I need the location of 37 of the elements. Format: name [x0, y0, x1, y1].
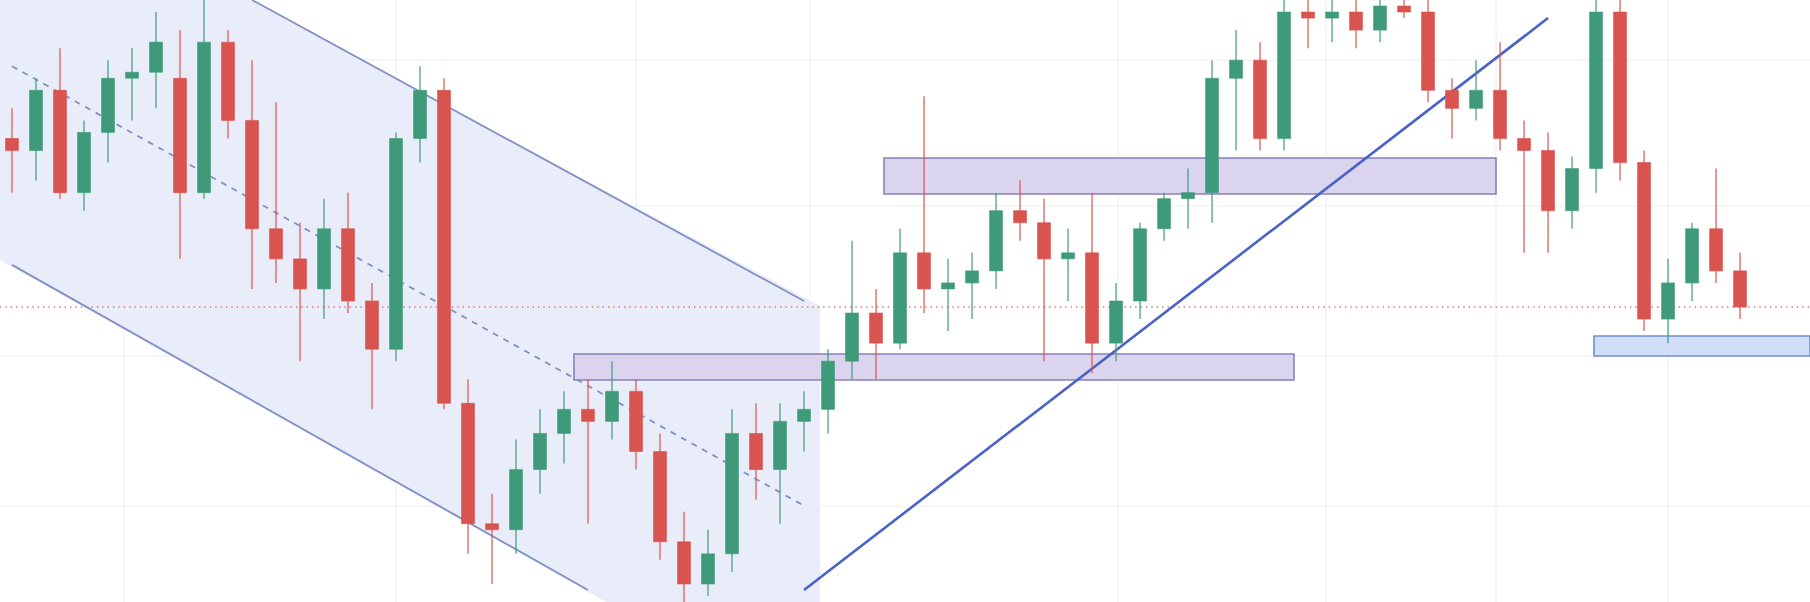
- candlestick: [605, 360, 619, 441]
- candlestick: [5, 107, 19, 194]
- candlestick: [293, 222, 307, 362]
- candlestick: [581, 378, 595, 525]
- candlestick: [269, 101, 283, 284]
- candlestick: [533, 408, 547, 495]
- candlestick: [1709, 167, 1723, 284]
- candlestick: [1157, 192, 1171, 242]
- candlestick: [1373, 0, 1387, 43]
- candlestick: [1565, 155, 1579, 230]
- candlestick: [1013, 179, 1027, 242]
- candlestick: [1349, 0, 1363, 49]
- candlestick: [1517, 119, 1531, 254]
- candlestick: [125, 47, 139, 121]
- candlestick: [485, 493, 499, 585]
- candlestick: [149, 11, 163, 109]
- candlestick: [797, 390, 811, 453]
- candlestick: [1037, 198, 1051, 362]
- candlestick: [1301, 0, 1315, 49]
- candlestick: [1397, 0, 1411, 19]
- candlestick: [917, 95, 931, 314]
- candlestick: [869, 288, 883, 380]
- candlestick: [677, 511, 691, 602]
- candlestick: [1469, 59, 1483, 121]
- candlestick: [965, 252, 979, 320]
- candlestick: [1733, 252, 1747, 320]
- candlestick: [941, 258, 955, 332]
- candlestick: [1445, 77, 1459, 140]
- candlestick: [1661, 258, 1675, 344]
- candlestick: [1229, 29, 1243, 152]
- candlestick: [1181, 167, 1195, 230]
- candlestick: [1061, 228, 1075, 302]
- candlestick: [1325, 0, 1339, 43]
- candlestick: [557, 390, 571, 465]
- candlestick: [749, 402, 763, 501]
- candlestick: [701, 529, 715, 597]
- candlestick: [1109, 282, 1123, 362]
